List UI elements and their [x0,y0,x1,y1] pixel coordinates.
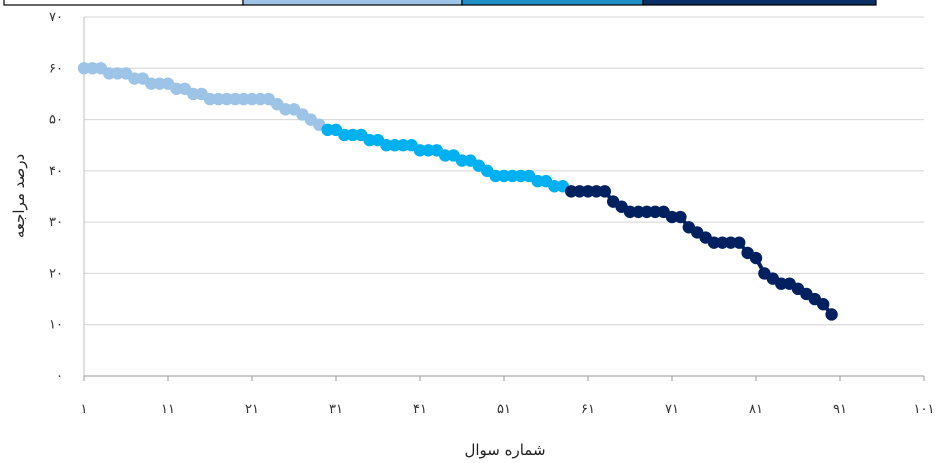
series-3-line [569,189,834,317]
series-3-point [825,308,838,321]
legend-swatch-3 [461,0,644,6]
series-3-point [733,236,746,249]
x-tick-label-8: ۸۱ [749,402,763,417]
series-1 [77,62,326,131]
y-tick-label-1: ۱۰ [49,318,63,333]
legend-color-strip [3,0,877,6]
x-tick-label-5: ۵۱ [497,402,511,417]
legend-swatch-1 [3,0,244,6]
legend-swatch-2 [242,0,463,6]
series-3-point [749,251,763,265]
y-tick-label-5: ۵۰ [49,113,63,128]
plot-axes [83,17,925,381]
y-tick-label-6: ۶۰ [49,61,63,76]
y-tick-label-3: ۳۰ [49,215,63,230]
x-tick-label-4: ۴۱ [413,402,427,417]
series-2 [321,123,569,193]
x-tick-label-6: ۶۱ [581,402,595,417]
y-tick-label-4: ۴۰ [49,164,63,179]
y-tick-label-7: ۷۰ [49,10,63,25]
data-series [77,62,838,321]
x-tick-label-1: ۱۱ [161,402,175,417]
series-3 [565,185,838,321]
x-axis-title: شماره سوال [464,441,545,459]
legend-swatch-4 [642,0,877,6]
x-tick-labels: ۱ ۱۱ ۲۱ ۳۱ ۴۱ ۵۱ ۶۱ ۷۱ ۸۱ ۹۱ ۱۰۱ [81,402,935,417]
grid-lines [84,16,924,326]
x-tick-label-3: ۳۱ [329,402,343,417]
x-tick-label-0: ۱ [81,402,88,417]
x-tick-label-10: ۱۰۱ [914,402,935,417]
x-tick-label-7: ۷۱ [665,402,679,417]
y-tick-label-2: ۲۰ [49,266,63,281]
series-3-point [817,298,830,311]
y-tick-labels: ۰ ۱۰ ۲۰ ۳۰ ۴۰ ۵۰ ۶۰ ۷۰ [49,10,63,384]
series-3-point [674,210,687,224]
x-tick-label-9: ۹۱ [833,402,847,417]
series-3-point [598,185,611,198]
y-tick-label-0: ۰ [56,369,63,384]
x-tick-label-2: ۲۱ [245,402,259,417]
y-axis-title: درصد مراجعه [10,154,28,238]
